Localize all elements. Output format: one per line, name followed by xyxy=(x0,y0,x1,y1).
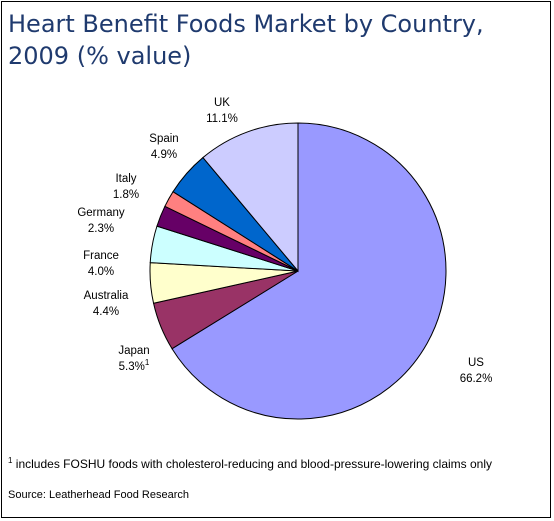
chart-title-line-2: 2009 (% value) xyxy=(8,42,192,70)
slice-label-france: France xyxy=(83,250,119,262)
slice-label-australia: Australia xyxy=(84,290,129,302)
chart-title-line-1: Heart Benefit Foods Market by Country, xyxy=(8,10,484,38)
slice-value-germany: 2.3% xyxy=(88,223,114,235)
pie-slice-us xyxy=(171,122,447,420)
slice-value-uk: 11.1% xyxy=(206,113,238,125)
slice-value-spain: 4.9% xyxy=(151,149,177,161)
slice-label-italy: Italy xyxy=(115,173,136,185)
slice-label-germany: Germany xyxy=(77,207,125,219)
slice-value-us: 66.2% xyxy=(460,373,493,385)
footnote-text: includes FOSHU foods with cholesterol-re… xyxy=(12,457,493,471)
footnote: 1 includes FOSHU foods with cholesterol-… xyxy=(8,456,553,471)
slice-label-us: US xyxy=(468,357,484,369)
footnote-marker: 1 xyxy=(8,456,13,465)
slice-value-australia: 4.4% xyxy=(93,306,119,318)
slice-value-france: 4.0% xyxy=(88,266,114,278)
slice-label-japan: Japan xyxy=(118,345,149,357)
slice-label-uk: UK xyxy=(214,97,230,109)
chart-title: Heart Benefit Foods Market by Country, 2… xyxy=(8,8,548,72)
pie-slices xyxy=(149,122,447,420)
slice-value-japan: 5.3%1 xyxy=(119,358,150,373)
slice-note-marker: 1 xyxy=(145,358,150,367)
pie-slice-uk xyxy=(202,122,299,273)
source-note: Source: Leatherhead Food Research xyxy=(8,489,190,501)
slice-label-spain: Spain xyxy=(149,133,178,145)
slice-value-italy: 1.8% xyxy=(113,189,139,201)
